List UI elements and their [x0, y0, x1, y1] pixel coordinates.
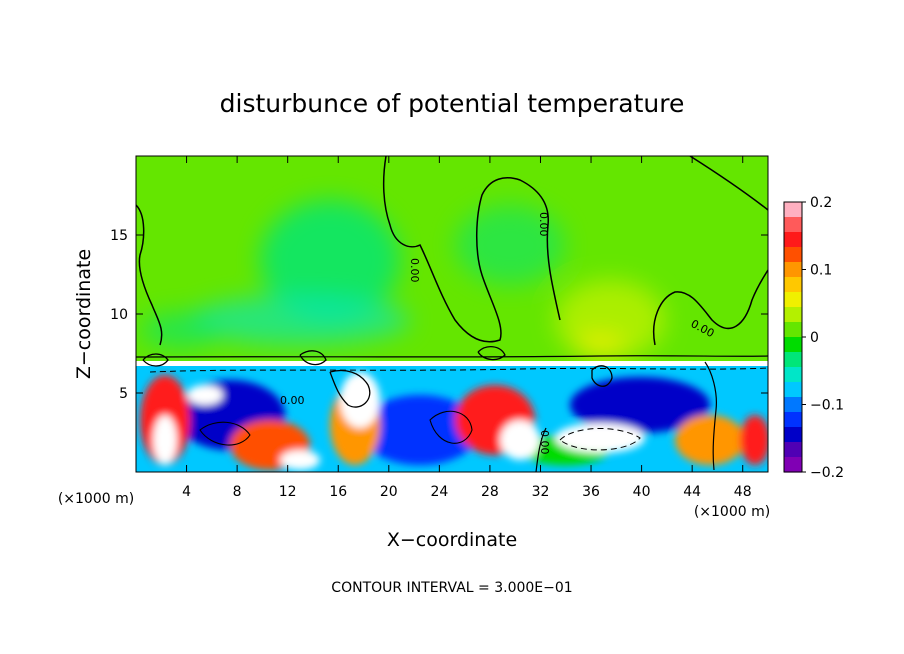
- contour-line-dashed: [149, 367, 768, 373]
- contour-line-dashed: [559, 428, 641, 451]
- colorbar-swatch: [784, 397, 802, 413]
- colorbar-swatch: [784, 292, 802, 308]
- contour-line: [136, 355, 768, 358]
- colorbar-tick-label: 0: [810, 330, 819, 346]
- contour-line: [136, 204, 163, 346]
- chart-title: disturbunce of potential temperature: [220, 89, 685, 118]
- warm-anomaly: [575, 335, 625, 355]
- white-patch: [153, 415, 177, 465]
- colorbar-swatch: [784, 232, 802, 248]
- contour-line: [591, 365, 613, 387]
- white-patch: [555, 423, 645, 453]
- colorbar-tick-label: 0.2: [810, 195, 832, 211]
- warm-blob: [740, 415, 768, 465]
- plot-area: 0.00 0.00 0.00 0.00 0.00: [136, 156, 768, 472]
- colorbar: [784, 202, 802, 473]
- colorbar-swatch: [784, 412, 802, 428]
- contour-line: [299, 350, 327, 366]
- upper-field-shading: [140, 200, 665, 360]
- x-tick-label: 8: [233, 484, 242, 500]
- cool-anomaly: [140, 312, 220, 348]
- colorbar-tick-label: −0.2: [810, 465, 844, 481]
- lower-layer-shading: [140, 372, 768, 470]
- contour-line: [704, 361, 717, 471]
- colorbar-swatch: [784, 322, 802, 338]
- x-tick-label: 24: [430, 484, 448, 500]
- colorbar-swatch: [784, 457, 802, 473]
- contour-line: [142, 353, 169, 367]
- colorbar-swatch: [784, 442, 802, 458]
- contour-line: [199, 421, 251, 446]
- colorbar-tick-label: 0.1: [810, 263, 832, 279]
- cool-anomaly: [260, 200, 400, 320]
- x-tick-label: 36: [582, 484, 600, 500]
- contour-label: 0.00: [408, 258, 421, 283]
- colorbar-swatch: [784, 337, 802, 353]
- colorbar-swatch: [784, 277, 802, 293]
- colorbar-tick-label: −0.1: [810, 398, 844, 414]
- white-patch: [187, 385, 223, 405]
- contour-line: [429, 410, 473, 444]
- x-tick-label: 32: [532, 484, 550, 500]
- contour-line: [689, 156, 768, 211]
- contour-line: [329, 369, 371, 408]
- colorbar-swatch: [784, 382, 802, 398]
- colorbar-swatch: [784, 262, 802, 278]
- x-tick-label: 12: [279, 484, 297, 500]
- x-axis-label: X−coordinate: [387, 529, 517, 551]
- y-tick-label: 10: [110, 307, 128, 323]
- cold-blob: [360, 395, 480, 465]
- colorbar-swatch: [784, 307, 802, 323]
- x-tick-label: 28: [481, 484, 499, 500]
- white-patch: [500, 420, 540, 460]
- colorbar-swatch: [784, 367, 802, 383]
- x-tick-label: 40: [633, 484, 651, 500]
- contour-interval-footer: CONTOUR INTERVAL = 3.000E−01: [331, 580, 572, 596]
- x-axis: 4 8 12 16 20 24 28 32 36 40 44 48: [182, 156, 752, 500]
- contour-label: 0.00: [538, 430, 551, 455]
- y-tick-label: 5: [119, 386, 128, 402]
- contour-label: 0.00: [280, 394, 305, 407]
- contour-label: 0.00: [537, 212, 550, 237]
- x-tick-label: 48: [734, 484, 752, 500]
- x-tick-label: 20: [380, 484, 398, 500]
- y-axis-label: Z−coordinate: [73, 249, 95, 379]
- warm-blob: [675, 415, 745, 465]
- y-axis: 5 10 15: [110, 228, 768, 402]
- cool-anomaly: [455, 205, 565, 285]
- colorbar-swatch: [784, 247, 802, 263]
- colorbar-swatch: [784, 352, 802, 368]
- cold-blob: [570, 377, 710, 433]
- colorbar-ticks: 0.2 0.1 0 −0.1 −0.2: [802, 195, 844, 481]
- white-patch: [340, 372, 380, 428]
- cool-anomaly: [190, 295, 410, 345]
- contour-line: [535, 427, 547, 472]
- x-tick-label: 4: [182, 484, 191, 500]
- white-patch: [280, 450, 320, 470]
- y-unit-label: (×1000 m): [58, 491, 134, 507]
- y-tick-label: 15: [110, 228, 128, 244]
- colorbar-swatch: [784, 217, 802, 233]
- contour-line: [382, 156, 561, 343]
- x-unit-label: (×1000 m): [694, 504, 770, 520]
- contour-line: [477, 346, 506, 361]
- x-tick-label: 16: [329, 484, 347, 500]
- contour-line: [653, 269, 768, 346]
- colorbar-swatch: [784, 427, 802, 443]
- colorbar-swatch: [784, 202, 802, 218]
- inversion-band: [136, 361, 768, 366]
- x-tick-label: 44: [683, 484, 701, 500]
